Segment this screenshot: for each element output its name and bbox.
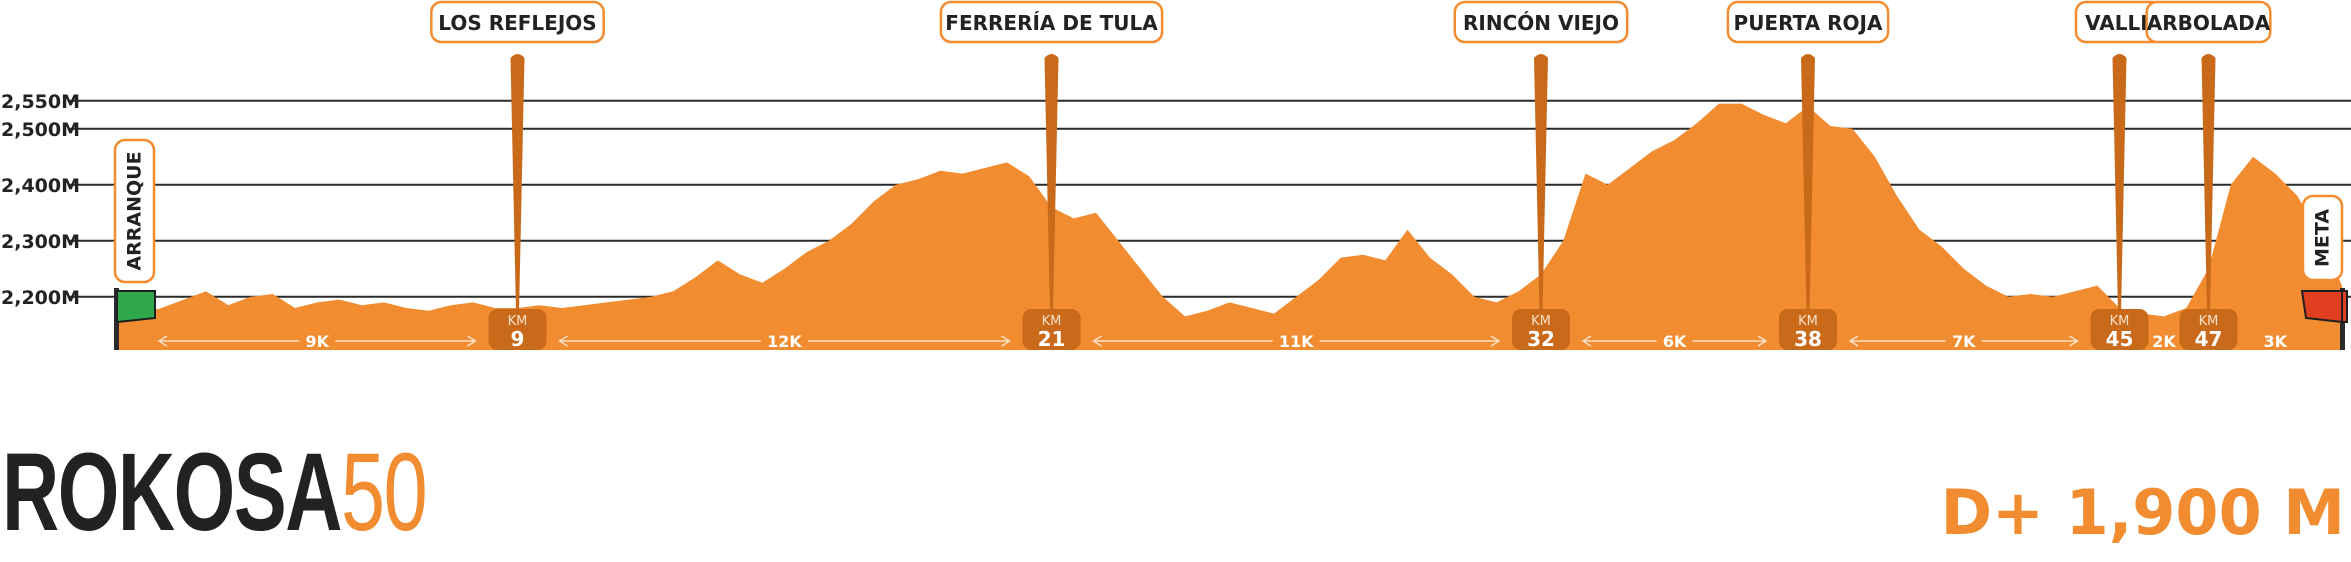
km-badge-prefix: KM: [2110, 314, 2130, 329]
km-badge-prefix: KM: [508, 314, 528, 329]
race-brand-number: 50: [340, 431, 428, 554]
segment-arrowhead: [1001, 335, 1011, 347]
km-badge-number: 47: [2195, 327, 2223, 351]
segment-arrowhead: [1092, 335, 1102, 347]
km-badge: [2179, 309, 2238, 350]
km-badge: [1022, 309, 1081, 350]
checkpoint-name-box: [2145, 0, 2272, 44]
y-tick-label: 2,400M: [1, 175, 80, 197]
y-tick-label: 2,550M: [1, 91, 80, 113]
segment-distance-label: 12K: [767, 332, 802, 351]
elevation-area: [117, 103, 2342, 350]
checkpoint-name: PUERTA ROJA: [1734, 11, 1883, 35]
checkpoint-needle: [2201, 54, 2216, 312]
segment-distance-label: 9K: [305, 332, 329, 351]
checkpoint-name: LOS REFLEJOS: [438, 11, 596, 35]
km-badge: [1779, 309, 1837, 350]
segment-arrowhead: [2069, 335, 2079, 347]
segment-distance-label: 2K: [2152, 332, 2176, 351]
checkpoint-needle: [1534, 54, 1548, 312]
checkpoint-needle: [2112, 54, 2127, 312]
y-tick-label: 2,300M: [1, 231, 80, 253]
y-tick-label: 2,200M: [1, 287, 80, 309]
start-label-box: [113, 138, 156, 284]
segment-arrowhead: [1757, 335, 1768, 347]
segment-arrowhead: [1581, 335, 1592, 347]
segment-distance-label: 3K: [2263, 332, 2287, 351]
km-badge: [2090, 309, 2149, 350]
checkpoint-name-box: [1453, 0, 1629, 44]
km-badge-prefix: KM: [1042, 314, 1062, 329]
segment-arrowhead: [157, 335, 168, 347]
y-tick-label: 2,500M: [1, 119, 80, 141]
race-brand: ROKOSA50: [2, 438, 428, 548]
segment-arrowhead: [558, 335, 568, 347]
checkpoint-needle: [510, 54, 525, 312]
km-badge-prefix: KM: [1798, 314, 1818, 329]
km-badge-number: 45: [2106, 327, 2134, 351]
km-badge-prefix: KM: [2199, 314, 2219, 329]
checkpoint-needle: [1801, 54, 1815, 312]
checkpoint-name: FERRERÍA DE TULA: [945, 11, 1158, 35]
segment-arrowhead: [1490, 335, 1501, 347]
checkpoint-name-box: [430, 0, 605, 44]
race-brand-name: ROKOSA: [2, 431, 342, 554]
segment-distance-label: 7K: [1952, 332, 1976, 351]
segment-distance-label: 11K: [1279, 332, 1314, 351]
checkpoint-name-box: [1726, 0, 1890, 44]
segment-arrowhead: [1848, 335, 1859, 347]
km-badge-number: 9: [511, 327, 525, 351]
checkpoint-needle: [1044, 54, 1059, 312]
km-badge: [1512, 309, 1570, 350]
start-flag: [116, 290, 156, 324]
checkpoint-name: ARBOLADA: [2147, 11, 2271, 35]
finish-label: META: [2312, 209, 2334, 267]
checkpoint-name: VALLE: [2085, 11, 2154, 35]
segment-arrowhead: [467, 335, 477, 347]
km-badge-number: 38: [1794, 327, 1822, 351]
finish-label-box: [2301, 194, 2344, 282]
start-label: ARRANQUE: [124, 151, 146, 270]
km-badge-prefix: KM: [1531, 314, 1551, 329]
segment-distance-label: 6K: [1663, 332, 1687, 351]
checkpoint-name: RINCÓN VIEJO: [1463, 11, 1619, 35]
elevation-gain: D+ 1,900 M: [1940, 476, 2345, 549]
km-badge-number: 21: [1038, 327, 1066, 351]
finish-flag: [2300, 290, 2348, 324]
km-badge: [488, 309, 547, 350]
checkpoint-name-box: [939, 0, 1164, 44]
km-badge-number: 32: [1527, 327, 1555, 351]
